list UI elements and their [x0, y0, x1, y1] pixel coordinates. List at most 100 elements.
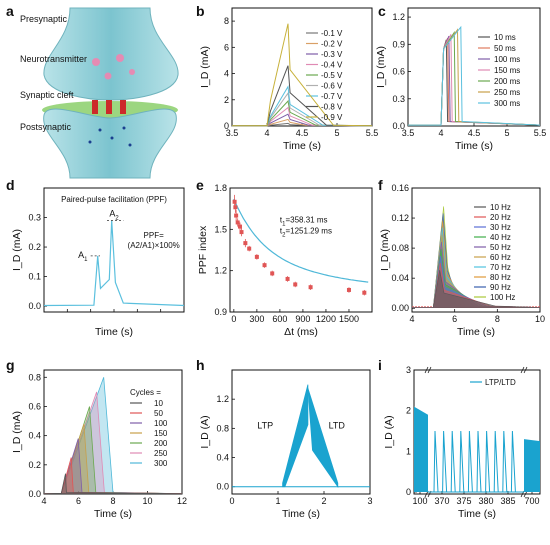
ion — [122, 126, 126, 130]
label-neurotransmitter: Neurotransmitter — [20, 54, 87, 64]
y-tick-label: 2 — [224, 95, 229, 105]
axes-frame — [231, 7, 373, 127]
x-tick-label: 6 — [452, 314, 457, 324]
legend-label: 10 — [154, 399, 163, 408]
legend-label: 20 Hz — [490, 213, 511, 222]
y-tick-label: 0.2 — [28, 242, 41, 252]
y-axis-label: I_D (A) — [383, 415, 395, 448]
tau2-annotation: t2=1251.29 ms — [280, 226, 332, 238]
series-line — [232, 118, 373, 127]
legend-label: -0.7 V — [321, 92, 343, 101]
axis-break — [523, 490, 528, 498]
annotation-a2: A2 — [109, 208, 119, 221]
ion — [128, 143, 132, 147]
panel-letter-d: d — [6, 177, 15, 193]
x-tick-label: 5 — [334, 128, 339, 138]
chart-title: Paired-pulse facilitation (PPF) — [61, 195, 167, 204]
chart-g: 4 6 8 10 12 0.0 0.2 0.4 0.6 0.8 Time (s) I_D (mA) Cy… — [11, 369, 187, 520]
y-tick-label: 0.12 — [391, 213, 409, 223]
x-axis-label: Time (s) — [283, 140, 321, 152]
ion — [98, 128, 102, 132]
y-axis-label: PPF index — [197, 225, 209, 274]
x-tick-label: 8 — [110, 496, 115, 506]
data-point — [237, 224, 242, 229]
x-tick-label: 3.5 — [226, 128, 239, 138]
tau2-value: =1251.29 ms — [285, 226, 331, 235]
y-tick-label: 0.4 — [28, 431, 41, 441]
ltp-label: LTP — [257, 420, 273, 430]
vesicle — [129, 69, 135, 75]
x-tick-label: 0 — [229, 496, 234, 506]
data-point — [254, 254, 259, 259]
label-synaptic-cleft: Synaptic cleft — [20, 90, 74, 100]
x-tick-label: 4.5 — [296, 128, 309, 138]
legend-label: -0.9 V — [321, 113, 343, 122]
series-area — [43, 473, 183, 495]
x-axis-label: Δt (ms) — [284, 326, 318, 338]
data-point — [308, 285, 313, 290]
data-point — [247, 246, 252, 251]
y-tick-label: 1.2 — [216, 394, 229, 404]
legend-label: 70 Hz — [490, 263, 511, 272]
series-line — [232, 100, 373, 127]
legend-label: 50 ms — [494, 44, 516, 53]
legend-label: 60 Hz — [490, 253, 511, 262]
y-tick-label: 8 — [224, 16, 229, 26]
x-tick-label: 0 — [231, 314, 236, 324]
x-tick-label: 600 — [272, 314, 287, 324]
y-tick-label: 1.8 — [214, 183, 227, 193]
tau1-annotation: t1=358.31 ms — [280, 215, 328, 227]
y-tick-label: 2 — [406, 406, 411, 416]
legend-label: -0.5 V — [321, 71, 343, 80]
data-point — [235, 220, 240, 225]
y-tick-label: 1.5 — [214, 224, 227, 234]
x-tick-label: 5.5 — [534, 128, 547, 138]
y-tick-label: 3 — [406, 365, 411, 375]
y-axis-label: I_D (mA) — [199, 46, 211, 88]
x-axis-label: Time (s) — [457, 326, 495, 338]
y-axis-label: I_D (mA) — [11, 229, 23, 271]
x-axis-label: Time (s) — [458, 508, 496, 520]
series-area — [412, 220, 541, 308]
y-tick-label: 0.8 — [216, 423, 229, 433]
panel-letter-f: f — [378, 177, 383, 193]
receptor-channel — [92, 100, 98, 114]
y-tick-label: 0.6 — [28, 401, 41, 411]
legend-label: 100 Hz — [490, 293, 515, 302]
series-line — [408, 25, 541, 126]
x-tick-label: 100 — [412, 496, 427, 506]
x-axis-label: Time (s) — [95, 326, 133, 338]
y-tick-label: 1.2 — [392, 12, 405, 22]
legend-label: 200 ms — [494, 77, 520, 86]
y-tick-label: 0.08 — [391, 243, 409, 253]
x-tick-label: 4.5 — [468, 128, 481, 138]
series-line — [232, 23, 373, 127]
axis-break — [424, 366, 429, 374]
x-tick-label: 10 — [142, 496, 152, 506]
y-tick-label: 0.04 — [391, 273, 409, 283]
x-tick-label: 8 — [495, 314, 500, 324]
legend-label: 40 Hz — [490, 233, 511, 242]
chart-i: 0 1 2 3 100 370 375 380 385 700 Time (s) I_D (A) LTP… — [383, 365, 541, 520]
receptor-channel — [120, 100, 126, 114]
x-tick-label: 5.5 — [366, 128, 379, 138]
spike — [442, 430, 448, 492]
legend-label: 50 — [154, 409, 163, 418]
data-point — [346, 287, 351, 292]
ppf-formula-line1: PPF= — [144, 231, 165, 240]
spike — [485, 430, 491, 492]
legend-label: 10 Hz — [490, 203, 511, 212]
vesicle — [116, 54, 124, 62]
legend-label: 90 Hz — [490, 283, 511, 292]
panel-letter-h: h — [196, 357, 205, 373]
x-tick-label: 380 — [478, 496, 493, 506]
series-area — [412, 241, 541, 308]
legend-label: -0.6 V — [321, 82, 343, 91]
y-axis-label: I_D (mA) — [375, 46, 387, 88]
annotation-a1-sub: 1 — [84, 257, 88, 263]
data-point — [232, 199, 237, 204]
presynaptic-terminal — [43, 7, 179, 101]
x-tick-label: 300 — [249, 314, 264, 324]
legend-label: 200 — [154, 439, 168, 448]
